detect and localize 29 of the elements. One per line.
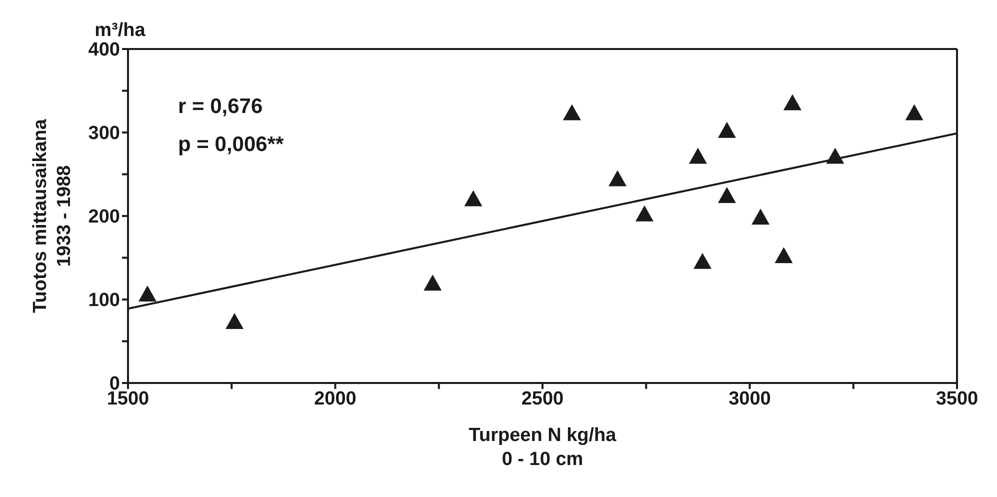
x-tick-label: 3000 [728,388,771,410]
point [608,170,627,186]
point [783,94,802,110]
point [688,148,707,164]
point [905,104,924,120]
point [464,190,482,206]
point [774,247,793,264]
annotation: r = 0,676 [178,95,263,118]
annotation: p = 0,006** [178,133,284,156]
point [718,186,736,203]
y-axis-title: Tuotos mittausaikana 1933 - 1988 [30,118,75,313]
x-tick-label: 3500 [936,388,978,410]
point [693,252,712,269]
point [752,208,770,225]
y-tick-label: 200 [88,206,120,228]
point [562,104,581,120]
x-tick-label: 2500 [521,388,564,410]
point [424,274,442,291]
point [718,122,736,138]
point [635,205,654,222]
text: m³/ha [94,20,146,41]
point [138,285,156,302]
point [226,313,244,330]
y-tick-label: 300 [88,123,120,144]
point [826,148,844,164]
y-tick-label: 400 [88,40,120,61]
y-tick-label: 100 [88,290,120,312]
x-axis-title: Turpeen N kg/ha 0 - 10 cm [468,425,617,470]
x-tick-label: 2000 [314,388,356,410]
